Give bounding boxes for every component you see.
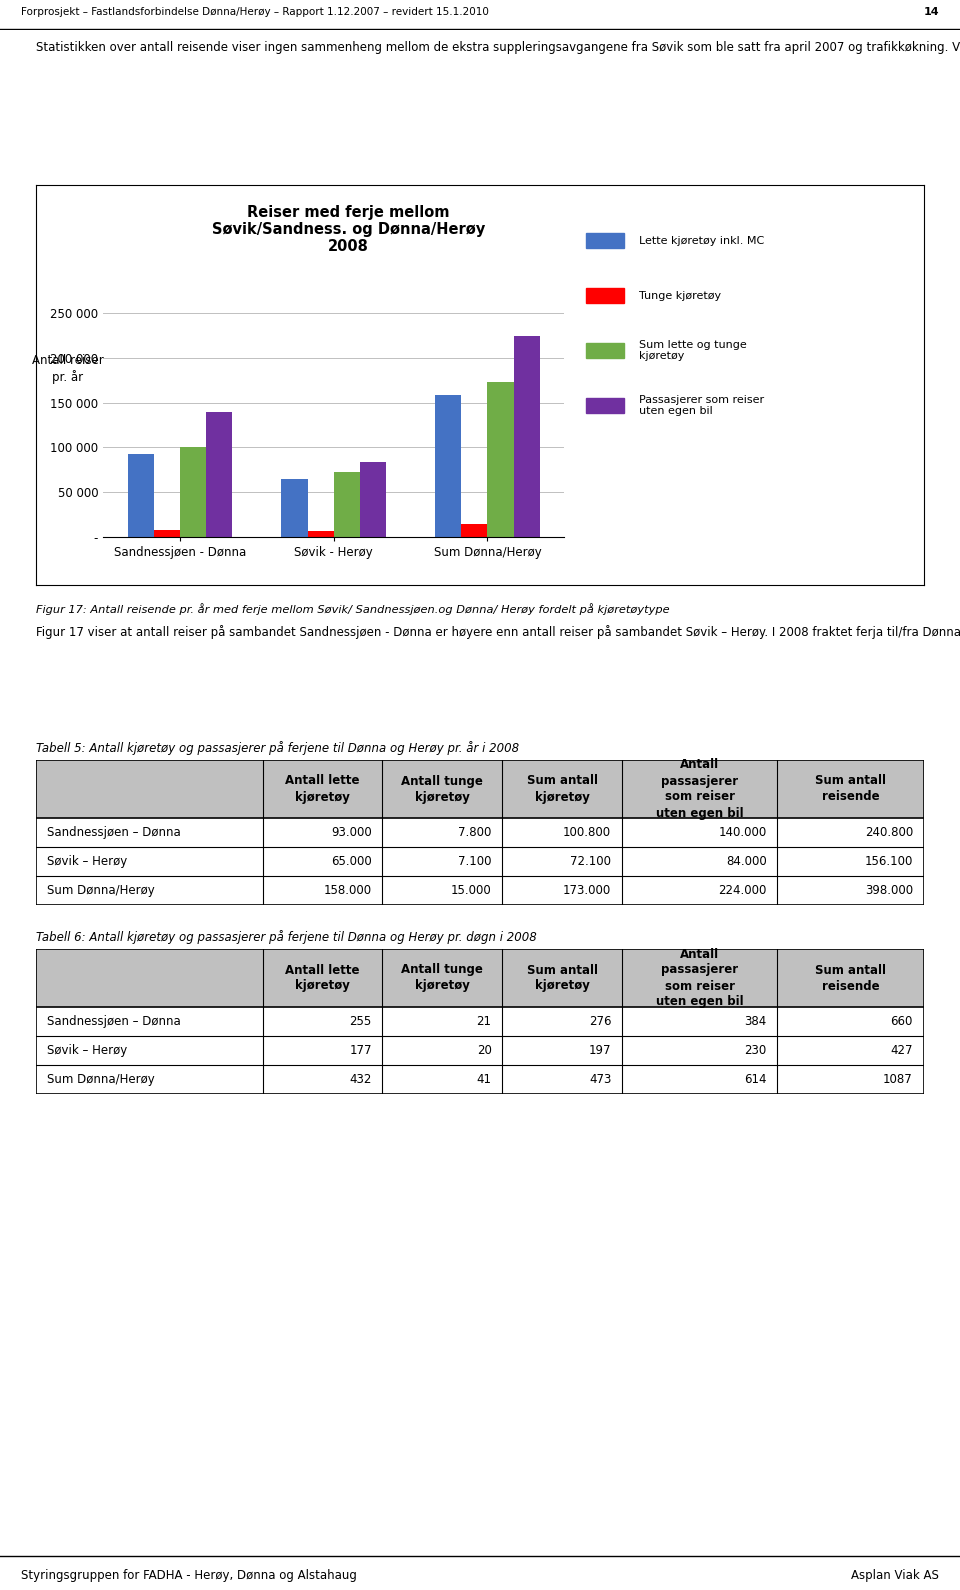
Text: Sum antall
kjøretøy: Sum antall kjøretøy [526, 964, 597, 992]
Bar [128, 453, 154, 537]
Bar [36, 760, 924, 817]
Text: 21: 21 [476, 1014, 492, 1029]
Text: Tabell 6: Antall kjøretøy og passasjerer på ferjene til Dønna og Herøy pr. døgn : Tabell 6: Antall kjøretøy og passasjerer… [36, 930, 538, 944]
Bar [461, 523, 488, 537]
Bar [587, 343, 625, 358]
Text: Antall tunge
kjøretøy: Antall tunge kjøretøy [401, 964, 483, 992]
Text: 173.000: 173.000 [563, 884, 612, 897]
Text: Figur 17 viser at antall reiser på sambandet Sandnessjøen - Dønna er høyere enn : Figur 17 viser at antall reiser på samba… [36, 625, 960, 639]
Text: 230: 230 [744, 1045, 766, 1057]
Text: 72.100: 72.100 [570, 855, 612, 868]
Text: 140.000: 140.000 [718, 825, 766, 840]
Text: 7.800: 7.800 [458, 825, 492, 840]
Text: Asplan Viak AS: Asplan Viak AS [851, 1569, 939, 1582]
Text: 384: 384 [744, 1014, 766, 1029]
Text: Antall
passasjerer
som reiser
uten egen bil: Antall passasjerer som reiser uten egen … [656, 948, 743, 1008]
Text: Søvik – Herøy: Søvik – Herøy [47, 855, 128, 868]
Text: Lette kjøretøy inkl. MC: Lette kjøretøy inkl. MC [639, 235, 764, 245]
Text: Tunge kjøretøy: Tunge kjøretøy [639, 291, 721, 301]
Text: Styringsgruppen for FADHA - Herøy, Dønna og Alstahaug: Styringsgruppen for FADHA - Herøy, Dønna… [21, 1569, 357, 1582]
Bar [587, 232, 625, 248]
Text: 93.000: 93.000 [331, 825, 372, 840]
Bar [36, 1037, 924, 1065]
Text: 432: 432 [349, 1073, 372, 1086]
Text: Sum antall
kjøretøy: Sum antall kjøretøy [526, 774, 597, 803]
Text: 473: 473 [588, 1073, 612, 1086]
Text: 255: 255 [349, 1014, 372, 1029]
Text: 158.000: 158.000 [324, 884, 372, 897]
Text: 660: 660 [891, 1014, 913, 1029]
Text: Sandnessjøen – Dønna: Sandnessjøen – Dønna [47, 825, 180, 840]
Bar [206, 412, 232, 537]
Bar [281, 479, 307, 537]
Bar [435, 396, 461, 537]
Text: 41: 41 [476, 1073, 492, 1086]
Bar [36, 949, 924, 1006]
Bar [514, 337, 540, 537]
Text: Søvik – Herøy: Søvik – Herøy [47, 1045, 128, 1057]
Text: 156.100: 156.100 [865, 855, 913, 868]
Text: Reiser med ferje mellom
Søvik/Sandness. og Dønna/Herøy
2008: Reiser med ferje mellom Søvik/Sandness. … [212, 205, 485, 254]
Text: 84.000: 84.000 [726, 855, 766, 868]
Text: Antall reiser
pr. år: Antall reiser pr. år [32, 355, 104, 383]
Text: Sum antall
reisende: Sum antall reisende [815, 964, 886, 992]
Text: 240.800: 240.800 [865, 825, 913, 840]
Text: 224.000: 224.000 [718, 884, 766, 897]
Text: Statistikken over antall reisende viser ingen sammenheng mellom de ekstra supple: Statistikken over antall reisende viser … [36, 40, 960, 54]
Text: Antall lette
kjøretøy: Antall lette kjøretøy [285, 774, 360, 803]
Text: Figur 17: Antall reisende pr. år med ferje mellom Søvik/ Sandnessjøen.og Dønna/ : Figur 17: Antall reisende pr. år med fer… [36, 603, 670, 615]
Text: 65.000: 65.000 [331, 855, 372, 868]
Text: Passasjerer som reiser
uten egen bil: Passasjerer som reiser uten egen bil [639, 394, 764, 417]
Text: 15.000: 15.000 [451, 884, 492, 897]
Text: Sum antall
reisende: Sum antall reisende [815, 774, 886, 803]
Bar [587, 288, 625, 304]
Text: 20: 20 [477, 1045, 492, 1057]
Text: 427: 427 [890, 1045, 913, 1057]
Bar [36, 1065, 924, 1094]
Bar [180, 447, 206, 537]
Text: 614: 614 [744, 1073, 766, 1086]
Text: Sum Dønna/Herøy: Sum Dønna/Herøy [47, 884, 155, 897]
Bar [36, 847, 924, 876]
Text: Forprosjekt – Fastlandsforbindelse Dønna/Herøy – Rapport 1.12.2007 – revidert 15: Forprosjekt – Fastlandsforbindelse Dønna… [21, 6, 489, 17]
Text: Tabell 5: Antall kjøretøy og passasjerer på ferjene til Dønna og Herøy pr. år i : Tabell 5: Antall kjøretøy og passasjerer… [36, 741, 519, 755]
Text: Sum lette og tunge
kjøretøy: Sum lette og tunge kjøretøy [639, 340, 747, 361]
Text: Antall tunge
kjøretøy: Antall tunge kjøretøy [401, 774, 483, 803]
Bar [154, 529, 180, 537]
Bar [36, 876, 924, 905]
Bar [488, 382, 514, 537]
Bar [307, 531, 334, 537]
Bar [36, 1006, 924, 1037]
Text: Antall
passasjerer
som reiser
uten egen bil: Antall passasjerer som reiser uten egen … [656, 758, 743, 819]
Text: Sum Dønna/Herøy: Sum Dønna/Herøy [47, 1073, 155, 1086]
Text: 197: 197 [588, 1045, 612, 1057]
Bar [36, 817, 924, 847]
Text: 14: 14 [924, 6, 939, 17]
Text: Antall lette
kjøretøy: Antall lette kjøretøy [285, 964, 360, 992]
Text: 276: 276 [588, 1014, 612, 1029]
Text: 100.800: 100.800 [564, 825, 612, 840]
Text: 7.100: 7.100 [458, 855, 492, 868]
Text: 177: 177 [349, 1045, 372, 1057]
Text: 1087: 1087 [883, 1073, 913, 1086]
Bar [334, 472, 360, 537]
Text: Sandnessjøen – Dønna: Sandnessjøen – Dønna [47, 1014, 180, 1029]
Bar [587, 398, 625, 413]
Text: 398.000: 398.000 [865, 884, 913, 897]
Bar [360, 461, 386, 537]
